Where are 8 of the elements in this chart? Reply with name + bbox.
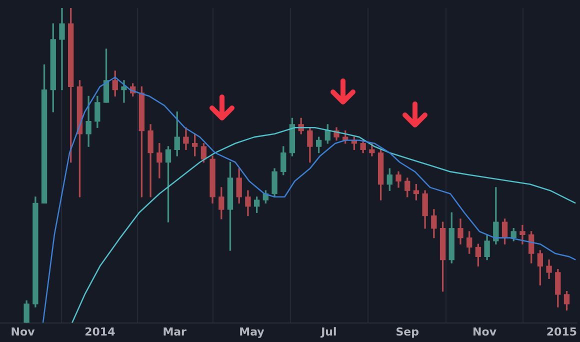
x-tick-label: Sep — [396, 325, 420, 338]
x-tick-label: Nov — [10, 325, 36, 338]
x-tick-label: May — [239, 325, 264, 338]
x-tick-label: Nov — [472, 325, 498, 338]
x-tick-label: Mar — [162, 325, 188, 338]
x-tick-label: 2014 — [84, 325, 116, 338]
x-tick-label: 2015 — [546, 325, 578, 338]
x-tick-label: Jul — [320, 325, 337, 338]
